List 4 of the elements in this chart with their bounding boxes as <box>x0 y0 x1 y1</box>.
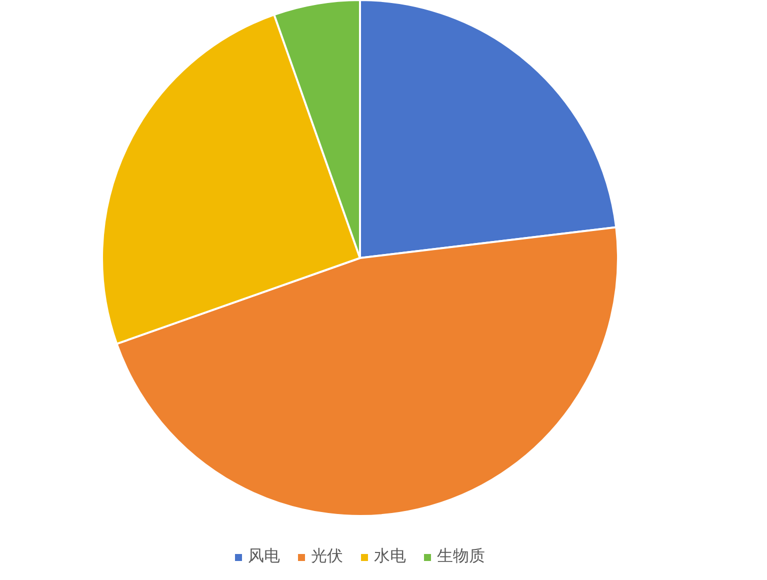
legend-label: 风电 <box>248 546 280 565</box>
legend-label: 水电 <box>374 546 406 565</box>
legend-label: 光伏 <box>311 546 343 565</box>
legend-label: 生物质 <box>437 546 485 565</box>
